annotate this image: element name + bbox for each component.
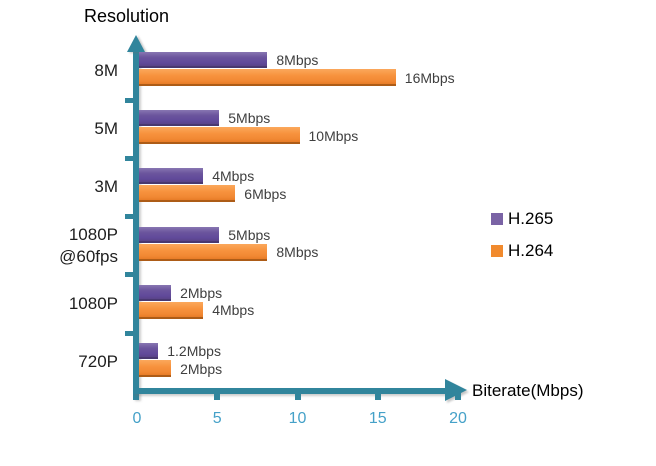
bar-h265 bbox=[139, 110, 220, 127]
x-tick-label: 15 bbox=[368, 410, 387, 427]
bar-h264 bbox=[139, 243, 268, 261]
category-label: 5M bbox=[94, 119, 118, 139]
data-label: 2Mbps bbox=[180, 284, 223, 301]
bar-h265 bbox=[139, 343, 159, 359]
y-axis-line bbox=[133, 48, 139, 400]
data-label: 16Mbps bbox=[404, 69, 455, 86]
x-axis-arrow-icon bbox=[445, 379, 467, 401]
data-label: 4Mbps bbox=[212, 302, 255, 319]
category-label: 1080P @60fps bbox=[59, 224, 118, 266]
data-label: 5Mbps bbox=[228, 226, 271, 243]
data-label: 5Mbps bbox=[228, 110, 271, 127]
bar-h264 bbox=[139, 360, 172, 377]
bar-h264 bbox=[139, 127, 300, 145]
y-axis-tick bbox=[125, 214, 133, 220]
legend-swatch-h264-icon bbox=[491, 245, 503, 257]
y-axis-arrow-icon bbox=[127, 35, 145, 52]
bar-h265 bbox=[139, 284, 172, 301]
legend: H.265 H.264 bbox=[491, 208, 553, 272]
x-tick-label: 20 bbox=[449, 410, 467, 427]
bar-h264 bbox=[139, 301, 204, 319]
bar-h265 bbox=[139, 52, 268, 68]
x-axis-title: Biterate(Mbps) bbox=[472, 381, 584, 400]
data-label: 8Mbps bbox=[276, 52, 319, 68]
x-tick-label: 5 bbox=[212, 410, 222, 427]
legend-item-h265: H.265 bbox=[491, 208, 553, 230]
category-label: 3M bbox=[94, 177, 118, 197]
y-axis-title: Resolution bbox=[84, 6, 170, 26]
legend-item-h264: H.264 bbox=[491, 240, 553, 262]
y-axis-tick bbox=[125, 330, 133, 336]
data-label: 2Mbps bbox=[180, 360, 223, 377]
category-label: 720P bbox=[78, 352, 118, 372]
bar-h265 bbox=[139, 226, 220, 243]
x-tick-label: 0 bbox=[132, 410, 142, 427]
legend-label-h264: H.264 bbox=[508, 241, 554, 260]
x-axis-line bbox=[133, 388, 445, 394]
data-label: 1.2Mbps bbox=[167, 343, 221, 359]
y-axis-tick bbox=[125, 97, 133, 103]
x-axis-tick bbox=[214, 393, 221, 400]
data-label: 8Mbps bbox=[276, 244, 319, 261]
y-axis-tick bbox=[125, 155, 133, 161]
x-tick-label: 10 bbox=[288, 410, 307, 427]
legend-label-h265: H.265 bbox=[508, 209, 554, 228]
x-axis-tick bbox=[294, 393, 301, 400]
data-label: 4Mbps bbox=[212, 168, 255, 185]
bar-h264 bbox=[139, 69, 396, 86]
data-label: 10Mbps bbox=[308, 127, 359, 144]
y-axis-tick bbox=[125, 272, 133, 278]
bar-h264 bbox=[139, 185, 236, 203]
category-label: 1080P bbox=[68, 293, 118, 313]
legend-swatch-h265-icon bbox=[491, 213, 503, 225]
x-axis-tick bbox=[455, 393, 461, 400]
data-label: 6Mbps bbox=[244, 185, 287, 202]
bar-h265 bbox=[139, 168, 204, 185]
category-label: 8M bbox=[94, 61, 118, 81]
x-axis-tick bbox=[374, 393, 381, 400]
